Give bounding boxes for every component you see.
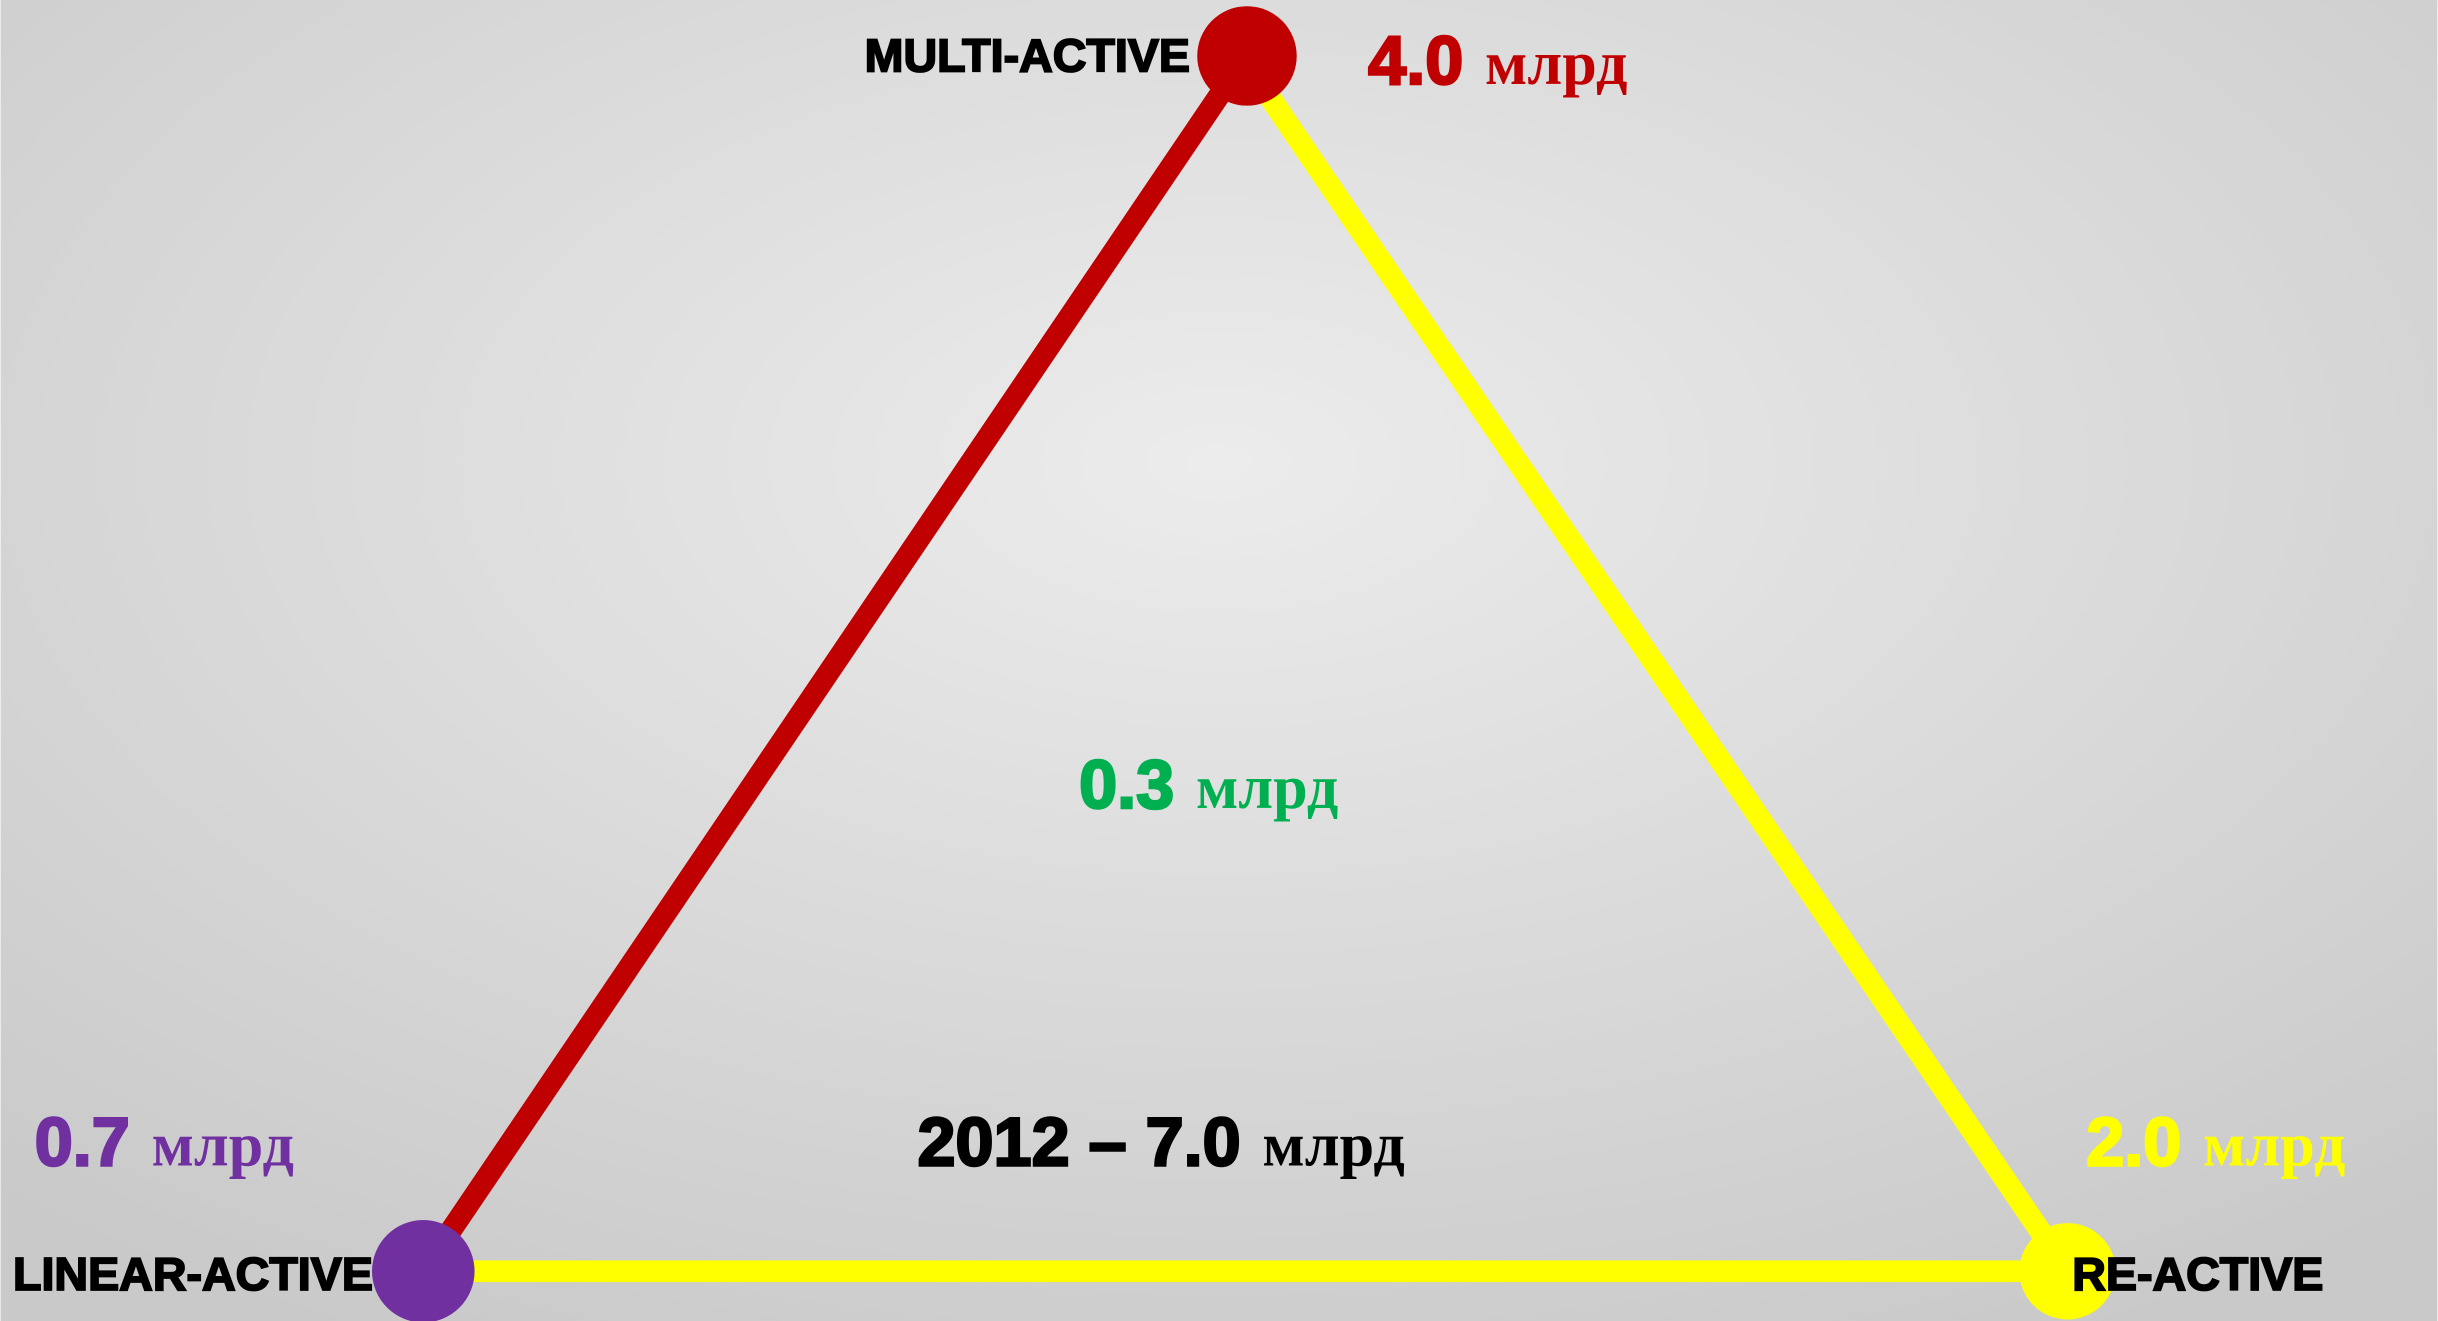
node-value: 4.0 млрд: [1368, 23, 1627, 99]
unit: млрд: [1485, 30, 1627, 98]
node-label: MULTI-ACTIVE: [865, 29, 1190, 81]
edge-left: [414, 52, 1253, 1278]
node-label: RE-ACTIVE: [2072, 1248, 2323, 1300]
unit: млрд: [2203, 1112, 2345, 1180]
value: 2.0: [2086, 1105, 2181, 1181]
value: 4.0: [1368, 23, 1463, 99]
center-value: 0.3 млрд: [1079, 747, 1338, 823]
node-re-active: [2019, 1223, 2116, 1320]
value: 2012 – 7.0: [918, 1105, 1241, 1181]
unit: млрд: [1262, 1112, 1404, 1180]
node-linear-active: [372, 1219, 475, 1321]
unit: млрд: [152, 1112, 294, 1180]
node-value: 0.7 млрд: [35, 1105, 294, 1181]
total: 2012 – 7.0 млрд: [918, 1105, 1405, 1181]
edge-right: [1234, 52, 2077, 1278]
node-label: LINEAR-ACTIVE: [13, 1248, 373, 1300]
node-value: 2.0 млрд: [2086, 1105, 2345, 1181]
unit: млрд: [1196, 754, 1338, 822]
value: 0.3: [1079, 747, 1174, 823]
value: 0.7: [35, 1105, 130, 1181]
node-multi-active: [1197, 6, 1297, 106]
